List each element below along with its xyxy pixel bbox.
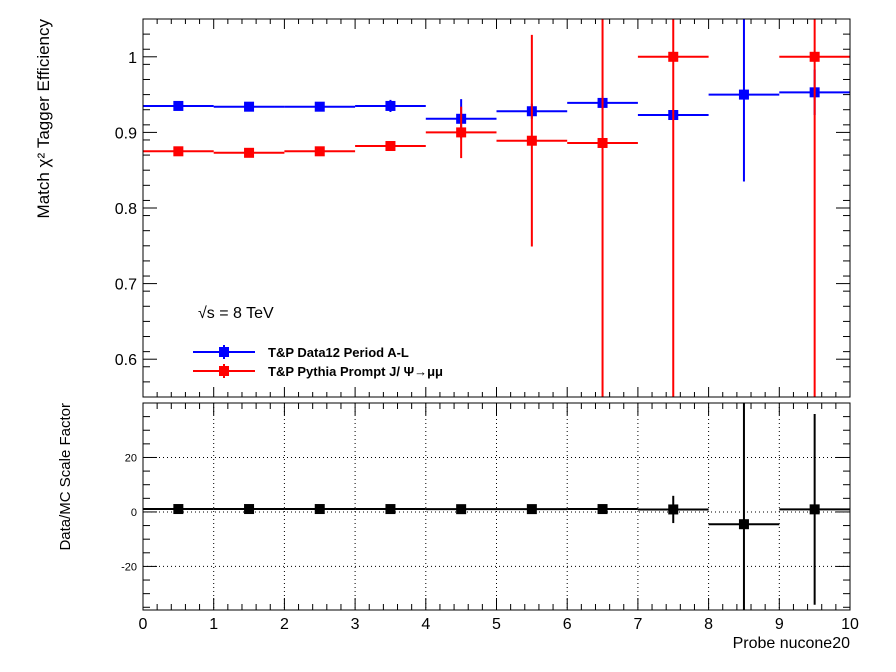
- data-point: [314, 101, 325, 112]
- data-point: [668, 504, 679, 515]
- x-tick-label: 1: [209, 616, 218, 633]
- top-series-group: [143, 19, 850, 397]
- data-point: [173, 146, 184, 157]
- x-tick-label: 5: [492, 616, 501, 633]
- x-tick-label: 4: [421, 616, 430, 633]
- bottom-y-tick-label: 0: [131, 507, 137, 519]
- x-tick-label: 2: [280, 616, 289, 633]
- bottom-plot-frame: [142, 402, 851, 611]
- x-tick-label: 9: [775, 616, 784, 633]
- data-point: [244, 504, 255, 515]
- bottom-y-axis-title: Data/MC Scale Factor: [57, 403, 74, 551]
- data-point: [244, 101, 255, 112]
- data-point: [809, 51, 820, 62]
- bottom-y-axis: -20 0 20: [121, 402, 850, 608]
- legend-label: T&P Data12 Period A-L: [268, 345, 409, 360]
- x-tick-label: 10: [841, 616, 859, 633]
- data-point: [809, 504, 820, 515]
- x-tick-label: 7: [633, 616, 642, 633]
- data-point: [244, 147, 255, 158]
- data-point: [385, 141, 396, 152]
- series-1: [143, 19, 850, 397]
- data-point: [314, 504, 325, 515]
- legend-label: T&P Pythia Prompt J/ Ψ→μμ: [268, 364, 443, 379]
- data-point: [597, 137, 608, 148]
- scale-factor-series: [143, 403, 850, 610]
- x-tick-label: 8: [704, 616, 713, 633]
- x-tick-label: 3: [351, 616, 360, 633]
- data-point: [738, 89, 749, 100]
- data-point: [456, 127, 467, 138]
- data-point: [526, 504, 537, 515]
- x-axis: 0 1 2 3 4 5 6 7 8 9 10: [139, 403, 859, 633]
- data-point: [738, 519, 749, 530]
- bottom-y-tick-label: 20: [125, 452, 137, 464]
- data-point: [173, 504, 184, 515]
- data-point: [314, 146, 325, 157]
- energy-annotation: √s = 8 TeV: [198, 305, 274, 322]
- data-point: [173, 100, 184, 111]
- data-point: [597, 504, 608, 515]
- top-y-tick-label: 0.6: [115, 352, 137, 369]
- data-point: [385, 504, 396, 515]
- data-point: [668, 51, 679, 62]
- data-point: [526, 135, 537, 146]
- bottom-y-tick-label: -20: [121, 561, 137, 573]
- top-y-tick-label: 0.8: [115, 201, 137, 218]
- top-y-tick-label: 1: [128, 50, 137, 67]
- top-plot-frame: [142, 18, 851, 398]
- scale-factor-panel: -20 0 20 0 1 2 3 4 5 6 7 8 9 10: [121, 402, 859, 633]
- legend: T&P Data12 Period A-L T&P Pythia Prompt J…: [193, 345, 443, 379]
- bottom-series-group: [143, 403, 850, 610]
- legend-marker: [219, 347, 229, 357]
- top-y-axis-title: Match χ² Tagger Efficiency: [34, 19, 53, 219]
- top-y-tick-label: 0.9: [115, 125, 137, 142]
- efficiency-panel: 0.6 0.7 0.8 0.9 1: [115, 18, 851, 398]
- data-point: [456, 504, 467, 515]
- bottom-grid: [143, 403, 850, 610]
- legend-marker: [219, 366, 229, 376]
- top-y-tick-label: 0.7: [115, 277, 137, 294]
- x-tick-label: 6: [563, 616, 572, 633]
- x-axis-title: Probe nucone20: [733, 635, 851, 652]
- data-point: [385, 100, 396, 111]
- top-y-axis: 0.6 0.7 0.8 0.9 1: [115, 18, 851, 398]
- x-tick-label: 0: [139, 616, 148, 633]
